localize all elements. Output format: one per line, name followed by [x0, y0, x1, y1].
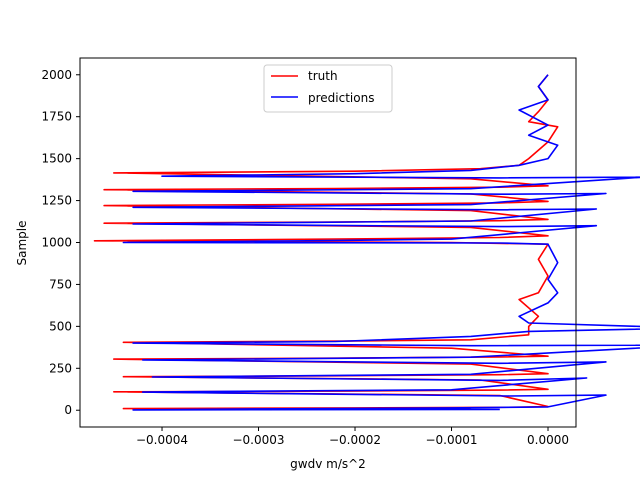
x-axis-label: gwdv m/s^2 — [290, 457, 366, 471]
legend-label-predictions: predictions — [308, 91, 374, 105]
x-tick-label: −0.0001 — [425, 433, 477, 447]
y-tick-label: 2000 — [41, 68, 72, 82]
y-tick-label: 1500 — [41, 152, 72, 166]
x-tick-label: −0.0003 — [232, 433, 284, 447]
y-tick-label: 0 — [64, 403, 72, 417]
y-tick-label: 500 — [49, 319, 72, 333]
x-tick-label: −0.0004 — [136, 433, 188, 447]
y-tick-label: 1250 — [41, 194, 72, 208]
legend: truth predictions — [264, 65, 392, 112]
y-tick-label: 750 — [49, 277, 72, 291]
y-tick-label: 1000 — [41, 236, 72, 250]
x-tick-label: −0.0002 — [329, 433, 381, 447]
y-axis-label: Sample — [15, 221, 29, 266]
y-tick-label: 1750 — [41, 110, 72, 124]
y-tick-label: 250 — [49, 361, 72, 375]
legend-label-truth: truth — [308, 69, 338, 83]
x-tick-label: 0.0000 — [527, 433, 569, 447]
